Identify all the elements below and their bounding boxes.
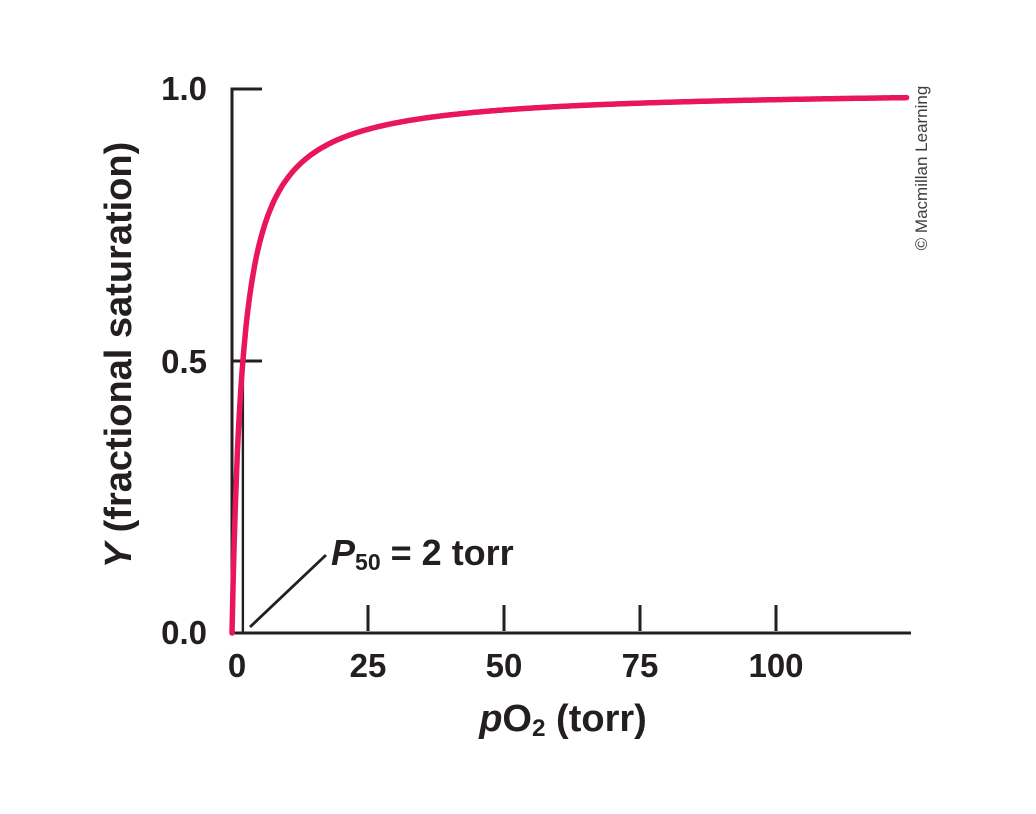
x-axis-title-subscript: 2 (531, 715, 546, 743)
publisher-credit: © Macmillan Learning (912, 85, 931, 251)
p50-annotation: P50 = 2 torr (331, 532, 514, 576)
p50-annotation-subscript: 50 (355, 549, 381, 576)
x-axis-title: pO2 (torr) (413, 698, 713, 743)
y-tick-label-0.5: 0.5 (161, 343, 207, 380)
y-axis-title: Y (fractional saturation) (98, 140, 145, 570)
x-tick-label-25: 25 (349, 647, 387, 684)
x-axis-title-units: (torr) (545, 698, 647, 740)
x-tick-label-50: 50 (485, 647, 523, 684)
y-axis-title-symbol: Y (98, 542, 140, 569)
x-tick-label-100: 100 (748, 647, 804, 684)
x-tick-label-75: 75 (621, 647, 659, 684)
x-axis-title-symbol: p (479, 698, 503, 740)
p50-pointer-line (249, 553, 327, 629)
x-axis-title-main: O (502, 698, 532, 740)
x-tick-label-0: 0 (227, 647, 247, 684)
p50-annotation-symbol: P (331, 532, 356, 573)
y-axis-title-text: (fractional saturation) (98, 141, 140, 543)
y-tick-label-0.0: 0.0 (161, 614, 207, 651)
p50-annotation-value: = 2 torr (380, 532, 514, 573)
saturation-curve (229, 94, 910, 636)
y-tick-label-1.0: 1.0 (161, 70, 207, 107)
